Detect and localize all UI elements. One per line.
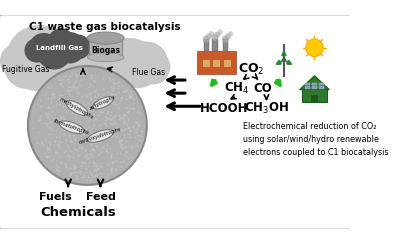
Circle shape: [214, 31, 220, 38]
Text: Flue Gas: Flue Gas: [132, 68, 165, 77]
Circle shape: [206, 33, 212, 40]
Text: Fuels: Fuels: [39, 192, 72, 202]
Circle shape: [47, 29, 75, 56]
Circle shape: [66, 35, 91, 59]
Circle shape: [203, 36, 210, 42]
Circle shape: [126, 42, 168, 83]
FancyBboxPatch shape: [203, 60, 210, 67]
Circle shape: [0, 43, 35, 78]
Circle shape: [42, 35, 98, 91]
Text: CH$_4$: CH$_4$: [224, 81, 250, 96]
Circle shape: [116, 50, 155, 88]
Text: Electrochemical reduction of CO₂
using solar/wind/hydro renewable
electrons coup: Electrochemical reduction of CO₂ using s…: [243, 122, 388, 157]
FancyBboxPatch shape: [305, 83, 310, 85]
Text: carboxydotrophs: carboxydotrophs: [78, 127, 122, 145]
Text: C1 waste gas biocatalysis: C1 waste gas biocatalysis: [29, 21, 181, 31]
Circle shape: [29, 33, 58, 63]
FancyBboxPatch shape: [204, 39, 209, 51]
Circle shape: [120, 50, 159, 88]
Text: Biogas: Biogas: [91, 46, 120, 55]
FancyBboxPatch shape: [213, 60, 220, 67]
Circle shape: [6, 25, 72, 92]
Text: CO$_2$: CO$_2$: [238, 62, 265, 77]
Circle shape: [24, 38, 49, 63]
Polygon shape: [300, 76, 329, 90]
Circle shape: [128, 42, 160, 73]
Text: Landfill Gas: Landfill Gas: [36, 45, 83, 51]
Ellipse shape: [87, 53, 124, 62]
Circle shape: [37, 35, 72, 70]
FancyBboxPatch shape: [223, 39, 228, 51]
Text: autotrophs: autotrophs: [89, 94, 117, 111]
Text: ←: ←: [167, 99, 179, 113]
Circle shape: [106, 38, 156, 87]
Text: HCOOH: HCOOH: [199, 102, 248, 114]
FancyBboxPatch shape: [302, 89, 327, 102]
Text: Chemicals: Chemicals: [41, 206, 116, 219]
Circle shape: [4, 45, 48, 89]
Circle shape: [28, 66, 147, 185]
Ellipse shape: [87, 130, 114, 142]
Circle shape: [222, 36, 229, 42]
FancyBboxPatch shape: [212, 39, 218, 51]
Circle shape: [228, 31, 233, 36]
FancyBboxPatch shape: [311, 95, 318, 102]
Ellipse shape: [87, 32, 124, 44]
FancyBboxPatch shape: [224, 60, 231, 67]
Circle shape: [225, 33, 231, 40]
FancyBboxPatch shape: [312, 83, 317, 85]
Text: methylotrophs: methylotrophs: [59, 96, 95, 120]
FancyBboxPatch shape: [0, 15, 350, 229]
Circle shape: [105, 50, 140, 84]
Circle shape: [306, 39, 323, 56]
FancyBboxPatch shape: [89, 40, 122, 57]
Circle shape: [136, 50, 170, 84]
Ellipse shape: [66, 101, 88, 115]
FancyBboxPatch shape: [319, 86, 324, 89]
Circle shape: [218, 29, 223, 35]
FancyBboxPatch shape: [319, 83, 324, 85]
Ellipse shape: [93, 97, 114, 109]
Circle shape: [282, 58, 286, 62]
Circle shape: [54, 32, 86, 63]
Text: formatotrophs: formatotrophs: [53, 118, 90, 136]
Text: Feed: Feed: [86, 192, 116, 202]
Circle shape: [212, 34, 218, 41]
Circle shape: [74, 34, 127, 86]
FancyBboxPatch shape: [305, 86, 310, 89]
Circle shape: [104, 38, 149, 83]
Text: Fugitive Gas: Fugitive Gas: [2, 65, 50, 74]
FancyBboxPatch shape: [312, 86, 317, 89]
Text: CO: CO: [254, 82, 272, 95]
Circle shape: [209, 31, 214, 36]
Text: CH$_3$OH: CH$_3$OH: [244, 101, 289, 116]
Circle shape: [129, 42, 168, 81]
FancyBboxPatch shape: [198, 51, 236, 74]
Ellipse shape: [59, 121, 84, 134]
